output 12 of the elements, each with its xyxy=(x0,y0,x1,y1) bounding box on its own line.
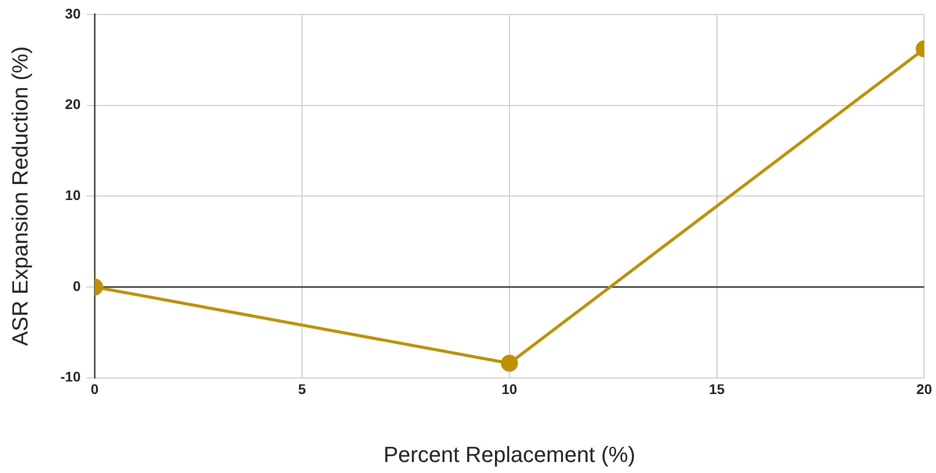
x-axis-title: Percent Replacement (%) xyxy=(383,442,636,467)
y-tick-label: 30 xyxy=(65,5,81,22)
y-axis-title: ASR Expansion Reduction (%) xyxy=(7,46,32,346)
x-tick-label: 10 xyxy=(502,381,518,398)
x-tick-label: 20 xyxy=(916,381,932,398)
x-tick-label: 0 xyxy=(90,381,99,398)
x-tick-label: 15 xyxy=(709,381,725,398)
y-tick-label: 20 xyxy=(65,96,81,112)
y-tick-label: -10 xyxy=(60,368,81,385)
x-tick-label: 5 xyxy=(298,381,306,398)
y-tick-label: 0 xyxy=(72,278,81,294)
y-tick-label: 10 xyxy=(65,186,81,203)
